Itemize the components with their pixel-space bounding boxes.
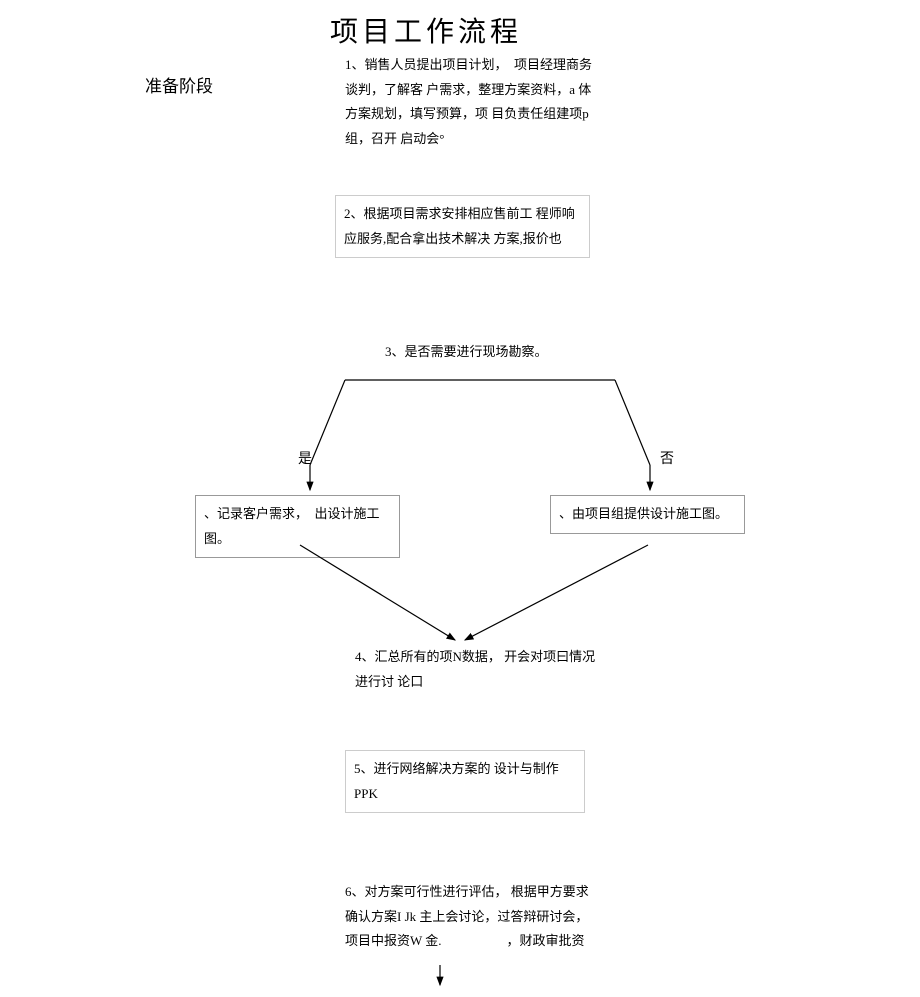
step-1: 1、销售人员提出项目计划， 项目经理商务谈判，了解客 户需求，整理方案资料，a …	[345, 53, 595, 152]
step-3: 3、是否需要进行现场勘察。	[385, 340, 585, 365]
step-4: 4、汇总所有的项N数据， 开会对项曰情况进行讨 论口	[355, 645, 600, 694]
branch-right: 、由项目组提供设计施工图。	[550, 495, 745, 534]
step-5: 5、进行网络解决方案的 设计与制作PPK	[345, 750, 585, 813]
branch-left: 、记录客户需求， 出设计施工图。	[195, 495, 400, 558]
step-6: 6、对方案可行性进行评估， 根据甲方要求确认方案I Jk 主上会讨论，过答辩研讨…	[345, 880, 590, 954]
answer-yes: 是	[298, 448, 312, 468]
step-2: 2、根据项目需求安排相应售前工 程师响应服务,配合拿出技术解决 方案,报价也	[335, 195, 590, 258]
answer-no: 否	[660, 448, 674, 468]
phase-label: 准备阶段	[145, 72, 213, 97]
page-title: 项目工作流程	[330, 10, 522, 50]
